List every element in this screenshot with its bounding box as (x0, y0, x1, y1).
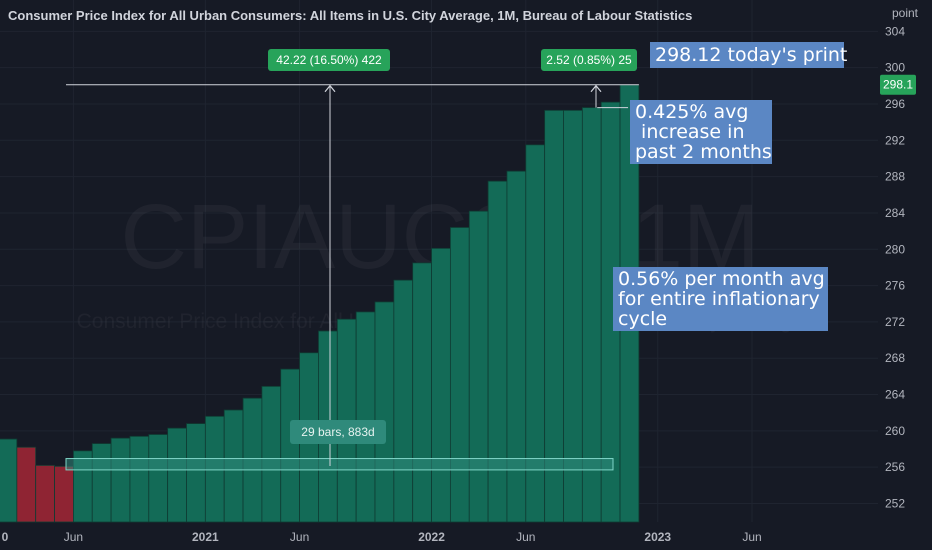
bar-2021-12[interactable]: 2021-12: 280.1 (431, 247, 451, 523)
bar-2020-07[interactable]: 2020-07: 259.2 (110, 437, 131, 523)
bar-2020-03[interactable]: 2020-03: 256.2 (35, 464, 55, 523)
range-label[interactable]: 29 bars, 883d (290, 420, 386, 444)
bar-2021-09[interactable]: 2021-09: 274.2 (374, 301, 395, 523)
bar-2020-06[interactable]: 2020-06: 258.6 (91, 443, 112, 523)
y-tick-label: 264 (885, 388, 905, 402)
y-tick-label: 272 (885, 315, 905, 329)
y-tick-label: 296 (885, 97, 905, 111)
measure-main-label-text: 42.22 (16.50%) 422 (276, 53, 382, 67)
bar-2022-02[interactable]: 2022-02: 284.2 (468, 210, 489, 523)
measure-recent-label-text: 2.52 (0.85%) 25 (546, 53, 632, 67)
chart-title: Consumer Price Index for All Urban Consu… (8, 8, 693, 23)
bar-2020-04[interactable]: 2020-04: 256.1 (54, 465, 74, 523)
bar-2022-03[interactable]: 2022-03: 287.5 (487, 180, 508, 523)
bar-2021-10[interactable]: 2021-10: 276.6 (393, 279, 414, 523)
y-tick-label: 276 (885, 279, 905, 293)
measure-recent-label-bg (541, 49, 637, 71)
y-axis-unit: point (891, 6, 918, 20)
x-tick-label: Jun (742, 530, 761, 544)
bar-2020-01[interactable]: 2020-01: 259.1 (0, 438, 18, 523)
measure-main-label-bg (268, 49, 390, 71)
last-price-tag: 298.1 (880, 74, 916, 95)
x-tick-label: Jun (64, 530, 83, 544)
y-tick-label: 268 (885, 351, 905, 365)
note-today-print[interactable]: 298.12 today's print (650, 42, 847, 68)
bar-2020-10[interactable]: 2020-10: 260.3 (167, 427, 187, 523)
measure-main-label[interactable]: 42.22 (16.50%) 422 (268, 49, 390, 71)
y-tick-label: 304 (885, 24, 905, 38)
bar-2021-08[interactable]: 2021-08: 273.1 (355, 311, 376, 523)
y-tick-label: 260 (885, 424, 905, 438)
range-label-bg (290, 420, 386, 444)
x-tick-label: Jun (516, 530, 535, 544)
last-price-text: 298.1 (883, 78, 913, 92)
measure-arrow (324, 84, 336, 93)
last-price-bg (880, 74, 916, 95)
bar-2021-03[interactable]: 2021-03: 264.9 (261, 385, 282, 523)
y-tick-label: 288 (885, 170, 905, 184)
range-label-text: 29 bars, 883d (301, 425, 374, 439)
y-tick-label: 280 (885, 242, 905, 256)
bar-2020-11[interactable]: 2020-11: 260.8 (186, 423, 206, 523)
measure-recent-label[interactable]: 2.52 (0.85%) 25 (541, 49, 637, 71)
y-tick-label: 292 (885, 133, 905, 147)
x-tick-label: 2022 (418, 530, 445, 544)
recent-measure-arrow (590, 84, 602, 93)
bar-2022-01[interactable]: 2022-01: 282.4 (449, 227, 470, 523)
x-tick-label: Jun (290, 530, 309, 544)
bar-2020-02[interactable]: 2020-02: 258.2 (16, 446, 37, 523)
y-tick-label: 256 (885, 460, 905, 474)
date-range-band[interactable] (65, 458, 614, 471)
bar-2021-04[interactable]: 2021-04: 266.8 (280, 368, 301, 523)
y-tick-label: 284 (885, 206, 905, 220)
x-tick-label: 2021 (192, 530, 219, 544)
note-recent-average[interactable]: 0.425% avg increase in past 2 months (630, 100, 772, 164)
bar-2020-08[interactable]: 2020-08: 259.4 (129, 435, 150, 523)
y-tick-label: 252 (885, 497, 905, 511)
x-tick-label-partial: 0 (2, 530, 9, 544)
y-tick-label: 300 (885, 61, 905, 75)
x-tick-label: 2023 (644, 530, 671, 544)
bar-2020-09[interactable]: 2020-09: 259.6 (148, 434, 169, 523)
note-cycle-average[interactable]: 0.56% per month avg for entire inflation… (613, 267, 828, 331)
bar-2021-11[interactable]: 2021-11: 278.5 (412, 262, 432, 523)
